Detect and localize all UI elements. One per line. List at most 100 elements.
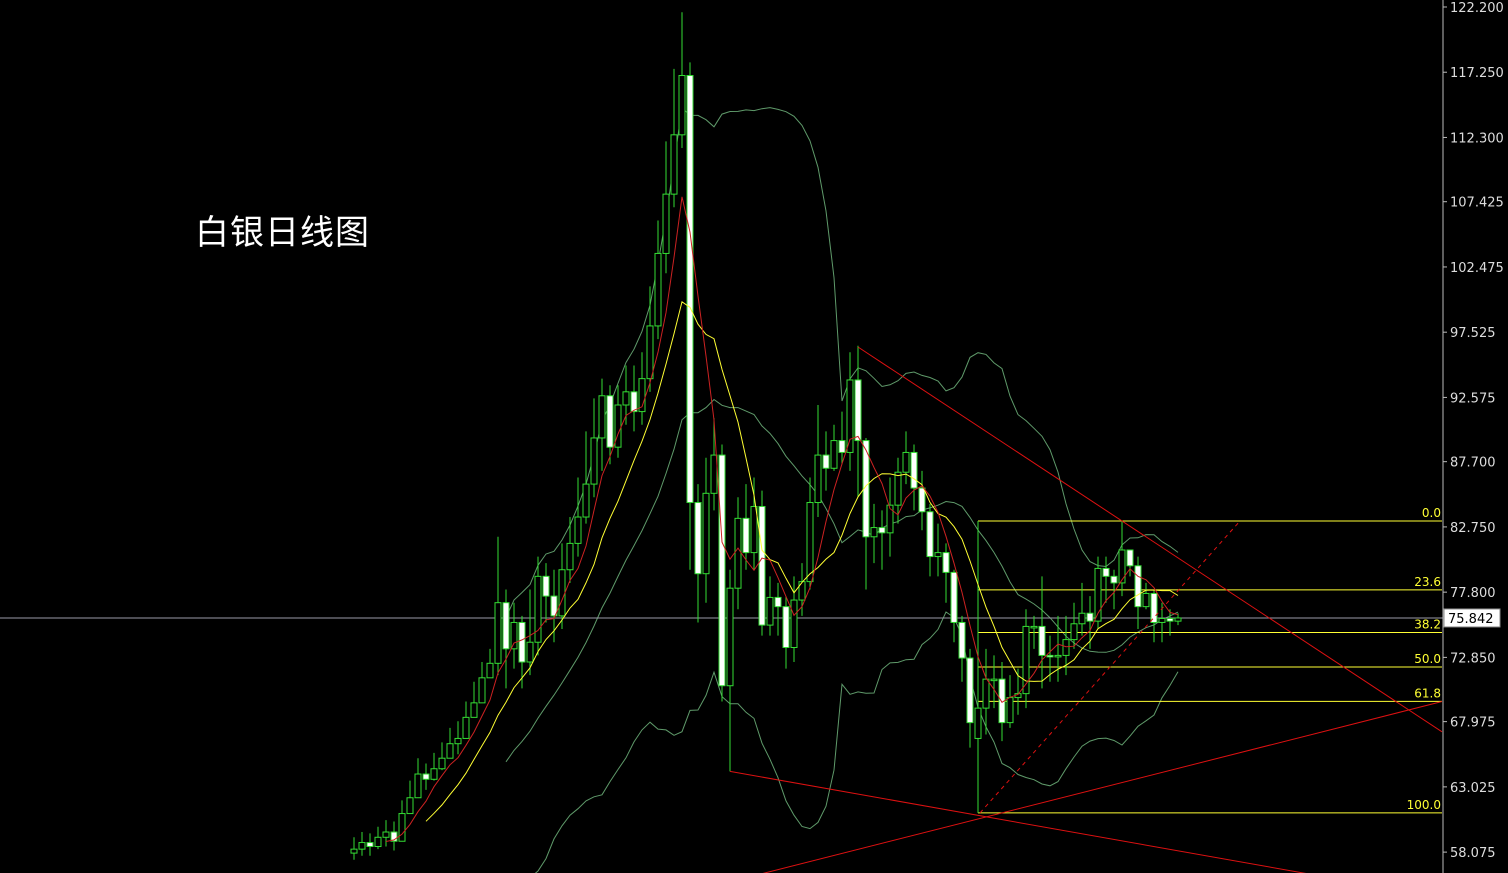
candle: [446, 727, 454, 759]
candle-body-bullish: [1030, 625, 1038, 629]
candle-body-bearish: [1166, 618, 1174, 622]
candle: [918, 470, 926, 531]
candle: [606, 385, 614, 465]
candle-body-bullish: [454, 737, 462, 745]
candle-body-bearish: [1134, 565, 1142, 608]
candle: [838, 411, 846, 465]
candle-body-bearish: [774, 596, 782, 608]
candle-body-bullish: [830, 440, 838, 469]
candle: [670, 68, 678, 208]
candle-body-bearish: [822, 454, 830, 469]
candle-body-bullish: [654, 252, 662, 327]
trendline: [762, 701, 1443, 873]
candle-body-bearish: [950, 571, 958, 623]
candle-body-bullish: [662, 193, 670, 254]
candle: [1086, 596, 1094, 649]
candle-body-bullish: [478, 677, 486, 704]
candle-body-bearish: [854, 379, 862, 442]
candle: [358, 832, 366, 856]
candle: [870, 503, 878, 564]
candle: [1134, 556, 1142, 630]
candle-body-bearish: [838, 440, 846, 453]
candle-body-bullish: [438, 757, 446, 770]
candle-body-bullish: [462, 716, 470, 739]
y-tick-label: 72.850: [1450, 651, 1496, 666]
candle: [774, 582, 782, 636]
candle: [862, 437, 870, 590]
candle: [1102, 556, 1110, 603]
candle: [766, 576, 774, 636]
y-tick-label: 102.475: [1450, 261, 1504, 276]
candle: [374, 826, 382, 850]
candle: [894, 457, 902, 524]
candle-body-bearish: [862, 440, 870, 538]
candle-body-bullish: [358, 842, 366, 850]
candle-body-bearish: [1038, 625, 1046, 656]
candle: [390, 821, 398, 851]
candle-body-bullish: [558, 569, 566, 617]
candle-body-bullish: [1006, 697, 1014, 724]
candle: [798, 563, 806, 616]
candle-body-bullish: [670, 134, 678, 195]
candle-body-bearish: [958, 621, 966, 659]
candle-body-bullish: [486, 662, 494, 679]
candle-body-bearish: [550, 595, 558, 617]
candle-body-bearish: [1110, 575, 1118, 584]
candle: [630, 365, 638, 432]
candle-body-bullish: [582, 483, 590, 518]
y-tick-label: 58.075: [1450, 846, 1496, 861]
candle: [1078, 582, 1086, 636]
candle-body-bullish: [902, 451, 910, 473]
candle: [910, 444, 918, 511]
candle-body-bearish: [502, 602, 510, 650]
candle: [1174, 613, 1182, 626]
candle: [790, 576, 798, 662]
candle: [902, 431, 910, 485]
candle-body-bearish: [630, 391, 638, 413]
candle-body-bullish: [414, 773, 422, 799]
candle-body-bearish: [694, 502, 702, 575]
candle: [982, 648, 990, 735]
candle: [438, 742, 446, 771]
candle: [534, 556, 542, 656]
candle-body-bearish: [1150, 592, 1158, 623]
candle-body-bullish: [1174, 617, 1182, 622]
candle: [1110, 569, 1118, 610]
trendline: [857, 346, 1443, 733]
candle: [734, 497, 742, 610]
candle-body-bullish: [982, 678, 990, 709]
candle-body-bullish: [598, 395, 606, 439]
candle-body-bullish: [894, 471, 902, 506]
candle: [646, 286, 654, 392]
candle: [710, 418, 718, 511]
candle-body-bearish: [1046, 654, 1054, 658]
candle: [1054, 615, 1062, 682]
candle: [854, 345, 862, 498]
candle-body-bullish: [350, 848, 358, 854]
candle: [494, 536, 502, 676]
candle: [406, 780, 414, 815]
candle-body-bullish: [710, 454, 718, 494]
candle: [1038, 576, 1046, 689]
candle: [822, 431, 830, 491]
y-tick-label: 63.025: [1450, 781, 1496, 796]
candle: [1142, 582, 1150, 610]
candle-body-bearish: [878, 527, 886, 534]
candle: [1126, 549, 1134, 577]
candle: [926, 503, 934, 577]
candle: [726, 569, 734, 772]
candle: [974, 668, 982, 813]
candle-body-bearish: [606, 395, 614, 448]
candle-body-bullish: [494, 602, 502, 664]
candle-body-bullish: [1094, 567, 1102, 622]
candle: [1070, 602, 1078, 649]
current-price-label: 75.842: [1448, 612, 1494, 627]
candle-body-bullish: [526, 641, 534, 663]
candle: [614, 385, 622, 458]
candle: [686, 62, 694, 570]
candle-body-bullish: [622, 391, 630, 406]
candle-body-bearish: [966, 657, 974, 724]
candle-body-bullish: [974, 707, 982, 739]
candle: [526, 589, 534, 676]
